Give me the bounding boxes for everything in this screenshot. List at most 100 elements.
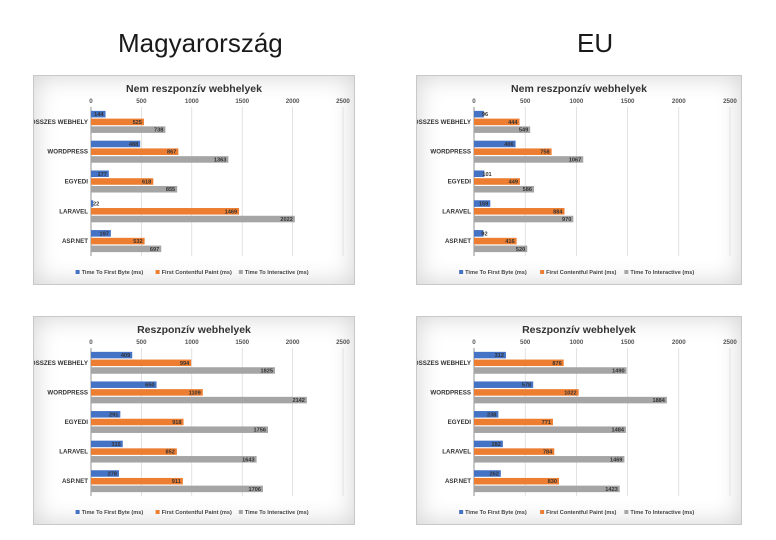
data-label: 1490 bbox=[612, 368, 624, 374]
bar-laravel-s0 bbox=[474, 200, 491, 207]
bar-osszes-webhely-s0 bbox=[474, 351, 506, 359]
bar-egyedi-s1 bbox=[91, 178, 154, 185]
bar-wordpress-s1 bbox=[474, 148, 552, 155]
data-label: 525 bbox=[133, 120, 142, 126]
chart-panel-hu-non-responsive: Nem reszponzív webhelyek 0 500 1000 1500 2000… bbox=[33, 75, 355, 285]
chart-svg: Reszponzív webhelyek 0 500 1000 1500 2000 2500… bbox=[417, 324, 737, 516]
data-label: 282 bbox=[492, 442, 501, 448]
legend-swatch bbox=[540, 510, 545, 514]
bar-egyedi-s2 bbox=[474, 426, 626, 433]
x-tick-label: 1000 bbox=[570, 98, 584, 105]
chart-title: Nem reszponzív webhelyek bbox=[511, 83, 647, 95]
x-tick-label: 2500 bbox=[723, 339, 737, 346]
data-label: 830 bbox=[548, 479, 557, 485]
bar-asp-net-s1 bbox=[91, 477, 183, 485]
bar-osszes-webhely-s0 bbox=[91, 351, 133, 359]
data-label: 994 bbox=[180, 361, 190, 367]
bar-laravel-s2 bbox=[91, 215, 295, 223]
legend-swatch bbox=[238, 270, 243, 274]
bar-osszes-webhely-s1 bbox=[91, 359, 192, 367]
data-label: 96 bbox=[482, 112, 488, 118]
legend-label: First Contentful Paint (ms) bbox=[546, 510, 616, 516]
bar-laravel-s1 bbox=[91, 448, 177, 455]
category-label-laravel: LARAVEL bbox=[442, 208, 471, 215]
legend-swatch bbox=[155, 510, 160, 514]
data-label: 884 bbox=[553, 209, 563, 215]
category-label-laravel: LARAVEL bbox=[59, 449, 88, 456]
bar-wordpress-s1 bbox=[91, 389, 203, 396]
x-tick-label: 2000 bbox=[286, 339, 300, 346]
chart-panel-eu-responsive: Reszponzív webhelyek 0 500 1000 1500 2000 2500… bbox=[416, 316, 742, 525]
category-label-egyedi: EGYEDI bbox=[448, 419, 472, 426]
bar-wordpress-s2 bbox=[91, 156, 229, 163]
bar-egyedi-s2 bbox=[474, 185, 535, 193]
bar-egyedi-s1 bbox=[474, 178, 520, 185]
data-label: 1484 bbox=[612, 428, 625, 434]
bar-asp-net-s2 bbox=[91, 485, 263, 493]
x-tick-label: 1500 bbox=[621, 339, 635, 346]
data-label: 197 bbox=[100, 231, 109, 237]
x-tick-label: 2000 bbox=[672, 98, 686, 105]
bar-egyedi-s2 bbox=[91, 185, 178, 193]
chart-panel-hu-responsive: Reszponzív webhelyek 0 500 1000 1500 2000 2500… bbox=[33, 316, 355, 525]
data-label: 2142 bbox=[292, 398, 304, 404]
data-label: 650 bbox=[145, 383, 154, 389]
data-label: 855 bbox=[166, 187, 175, 193]
data-label: 852 bbox=[166, 450, 175, 456]
category-label-wordpress: WORDPRESS bbox=[47, 149, 88, 156]
data-label: 1884 bbox=[652, 398, 665, 404]
data-label: 92 bbox=[481, 231, 487, 237]
data-label: 1756 bbox=[254, 428, 266, 434]
legend-label: Time To Interactive (ms) bbox=[245, 510, 309, 516]
legend-swatch bbox=[540, 270, 545, 274]
data-label: 315 bbox=[111, 442, 120, 448]
legend-swatch bbox=[459, 510, 464, 514]
bar-egyedi-s1 bbox=[474, 418, 553, 426]
data-label: 262 bbox=[489, 472, 498, 478]
category-label-asp-net: ASP.NET bbox=[445, 238, 471, 245]
bar-asp-net-s0 bbox=[474, 230, 484, 237]
chart-title: Reszponzív webhelyek bbox=[137, 324, 251, 336]
category-label-egyedi: EGYEDI bbox=[448, 179, 472, 186]
heading-eu: EU bbox=[577, 28, 614, 58]
bar-osszes-webhely-s2 bbox=[474, 126, 531, 133]
bar-egyedi-s0 bbox=[91, 411, 121, 418]
bar-osszes-webhely-s1 bbox=[91, 118, 144, 126]
x-tick-label: 500 bbox=[520, 339, 531, 346]
data-label: 1825 bbox=[261, 368, 273, 374]
category-label-asp-net: ASP.NET bbox=[62, 478, 88, 485]
bar-wordpress-s0 bbox=[474, 381, 534, 388]
legend-swatch bbox=[155, 270, 160, 274]
chart-title: Nem reszponzív webhelyek bbox=[126, 83, 262, 95]
legend-label: Time To First Byte (ms) bbox=[465, 510, 527, 516]
legend-swatch bbox=[459, 270, 464, 274]
bar-laravel-s0 bbox=[474, 440, 503, 448]
legend-label: Time To Interactive (ms) bbox=[630, 270, 694, 276]
data-label: 549 bbox=[519, 128, 528, 134]
bar-laravel-s0 bbox=[91, 200, 94, 207]
legend-swatch bbox=[75, 270, 80, 274]
category-label-asp-net: ASP.NET bbox=[62, 238, 88, 245]
data-label: 1363 bbox=[214, 157, 226, 163]
data-label: 1706 bbox=[249, 487, 261, 493]
bar-osszes-webhely-s0 bbox=[91, 110, 106, 118]
data-label: 238 bbox=[487, 412, 496, 418]
bar-asp-net-s1 bbox=[474, 237, 517, 245]
data-label: 22 bbox=[93, 202, 99, 208]
x-tick-label: 1000 bbox=[185, 339, 199, 346]
data-label: 532 bbox=[133, 239, 142, 245]
category-label-asp-net: ASP.NET bbox=[445, 478, 471, 485]
x-tick-label: 0 bbox=[472, 98, 476, 105]
category-label-egyedi: EGYEDI bbox=[65, 179, 89, 186]
x-tick-label: 1500 bbox=[621, 98, 635, 105]
data-label: 618 bbox=[142, 180, 151, 186]
category-label-osszes-webhely: ÖSSZES WEBHELY bbox=[34, 119, 89, 126]
data-label: 1067 bbox=[569, 157, 581, 163]
bar-asp-net-s2 bbox=[91, 245, 162, 253]
bar-asp-net-s1 bbox=[474, 477, 559, 485]
bar-egyedi-s0 bbox=[474, 170, 485, 178]
data-label: 488 bbox=[129, 142, 138, 148]
bar-wordpress-s2 bbox=[91, 396, 307, 404]
data-label: 144 bbox=[94, 112, 104, 118]
chart-panel-eu-non-responsive: Nem reszponzív webhelyek 0 500 1000 1500 2000… bbox=[416, 75, 742, 285]
